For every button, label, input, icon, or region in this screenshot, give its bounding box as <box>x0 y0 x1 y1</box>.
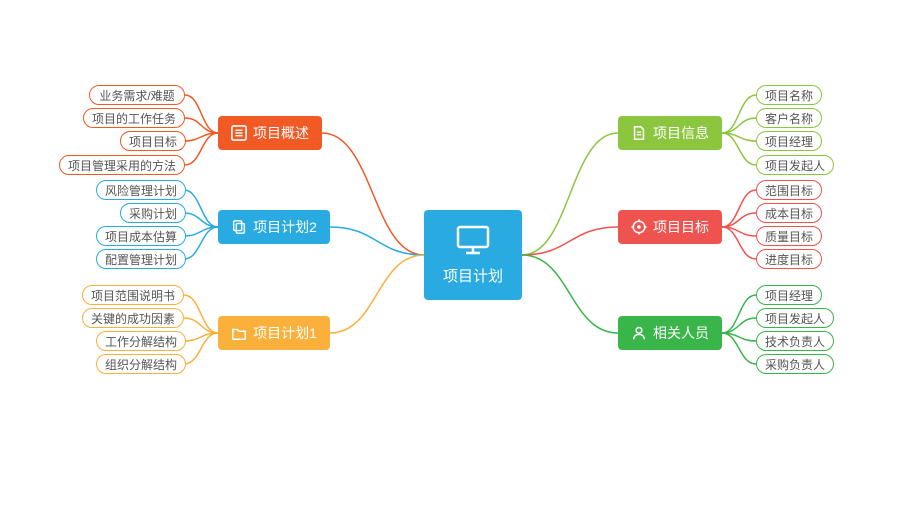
list-icon <box>231 125 247 141</box>
leaf-node: 采购负责人 <box>756 354 834 374</box>
leaf-label: 成本目标 <box>765 205 813 222</box>
leaf-label: 项目目标 <box>129 133 177 150</box>
leaf-label: 项目发起人 <box>765 310 825 327</box>
copy-icon <box>231 219 247 235</box>
leaf-node: 工作分解结构 <box>96 331 186 351</box>
leaf-label: 质量目标 <box>765 228 813 245</box>
leaf-node: 配置管理计划 <box>96 249 186 269</box>
leaf-node: 进度目标 <box>756 249 822 269</box>
branch-b1: 项目概述 <box>218 116 322 150</box>
leaf-node: 组织分解结构 <box>96 354 186 374</box>
leaf-label: 项目范围说明书 <box>91 287 175 304</box>
leaf-label: 关键的成功因素 <box>91 310 175 327</box>
leaf-node: 质量目标 <box>756 226 822 246</box>
leaf-label: 技术负责人 <box>765 333 825 350</box>
leaf-node: 关键的成功因素 <box>82 308 184 328</box>
leaf-node: 业务需求/难题 <box>89 85 185 105</box>
leaf-node: 项目名称 <box>756 85 822 105</box>
leaf-label: 项目发起人 <box>765 157 825 174</box>
leaf-label: 进度目标 <box>765 251 813 268</box>
folder-icon <box>231 325 247 341</box>
leaf-node: 风险管理计划 <box>96 180 186 200</box>
leaf-node: 范围目标 <box>756 180 822 200</box>
leaf-label: 项目的工作任务 <box>92 110 176 127</box>
leaf-node: 成本目标 <box>756 203 822 223</box>
leaf-node: 项目管理采用的方法 <box>59 155 185 175</box>
leaf-node: 采购计划 <box>120 203 186 223</box>
leaf-node: 项目经理 <box>756 285 822 305</box>
leaf-node: 项目经理 <box>756 131 822 151</box>
branch-b4: 项目信息 <box>618 116 722 150</box>
leaf-node: 项目目标 <box>120 131 186 151</box>
leaf-label: 组织分解结构 <box>105 356 177 373</box>
leaf-node: 客户名称 <box>756 108 822 128</box>
branch-label: 项目概述 <box>253 123 309 143</box>
branch-label: 相关人员 <box>653 323 709 343</box>
branch-label: 项目信息 <box>653 123 709 143</box>
leaf-label: 采购负责人 <box>765 356 825 373</box>
leaf-label: 配置管理计划 <box>105 251 177 268</box>
doc-icon <box>631 125 647 141</box>
leaf-label: 客户名称 <box>765 110 813 127</box>
branch-label: 项目目标 <box>653 217 709 237</box>
leaf-node: 项目范围说明书 <box>82 285 184 305</box>
leaf-label: 项目经理 <box>765 287 813 304</box>
leaf-node: 项目发起人 <box>756 155 834 175</box>
leaf-label: 项目经理 <box>765 133 813 150</box>
monitor-icon <box>456 225 490 265</box>
leaf-node: 技术负责人 <box>756 331 834 351</box>
leaf-label: 范围目标 <box>765 182 813 199</box>
leaf-label: 风险管理计划 <box>105 182 177 199</box>
branch-label: 项目计划1 <box>253 323 317 343</box>
center-node: 项目计划 <box>424 210 522 300</box>
leaf-label: 采购计划 <box>129 205 177 222</box>
center-label: 项目计划 <box>443 265 503 286</box>
leaf-label: 项目成本估算 <box>105 228 177 245</box>
branch-label: 项目计划2 <box>253 217 317 237</box>
leaf-label: 项目管理采用的方法 <box>68 157 176 174</box>
leaf-node: 项目发起人 <box>756 308 834 328</box>
branch-b6: 相关人员 <box>618 316 722 350</box>
person-icon <box>631 325 647 341</box>
leaf-label: 工作分解结构 <box>105 333 177 350</box>
branch-b3: 项目计划1 <box>218 316 330 350</box>
leaf-label: 项目名称 <box>765 87 813 104</box>
branch-b5: 项目目标 <box>618 210 722 244</box>
leaf-node: 项目成本估算 <box>96 226 186 246</box>
leaf-label: 业务需求/难题 <box>99 87 174 104</box>
target-icon <box>631 219 647 235</box>
leaf-node: 项目的工作任务 <box>83 108 185 128</box>
branch-b2: 项目计划2 <box>218 210 330 244</box>
